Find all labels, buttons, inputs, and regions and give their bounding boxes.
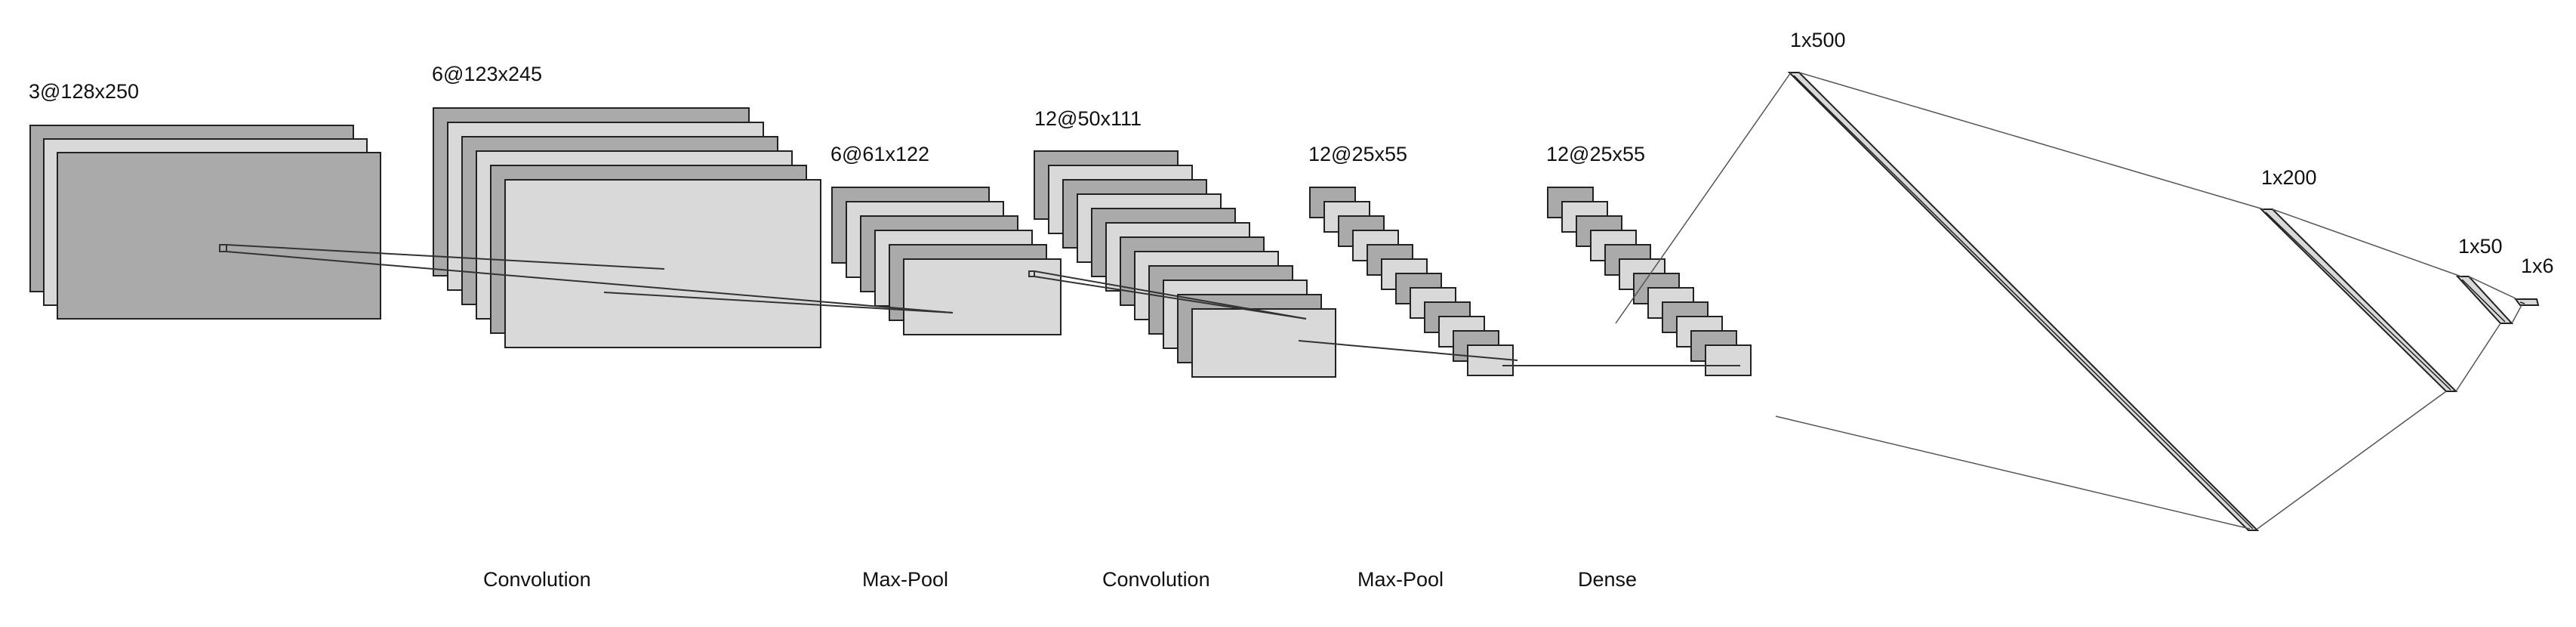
fc-connection-4 xyxy=(2257,391,2447,530)
layer-label-conv2: 12@50x111 xyxy=(1034,107,1142,130)
layer-label-input: 3@128x250 xyxy=(29,80,140,103)
fc-connection-3 xyxy=(1798,72,2264,210)
connector-conv2-a xyxy=(1034,270,1307,320)
pool2-feature-map-12 xyxy=(1467,344,1514,376)
fc6-layer-edge xyxy=(2519,301,2525,304)
connector-input-conv1-a xyxy=(226,244,665,270)
connector-pool2-a xyxy=(1298,340,1518,361)
connector-input-conv1-b xyxy=(226,251,954,314)
fc-connection-2 xyxy=(1775,415,2251,530)
layer-label-pool1: 6@61x122 xyxy=(830,143,930,165)
input-patch-rect xyxy=(219,244,227,252)
connector-conv1-pool1 xyxy=(603,292,954,314)
dense_maps-feature-map-12 xyxy=(1705,344,1752,376)
operation-label-convolution-2: Convolution xyxy=(1102,568,1210,591)
input-feature-map-3 xyxy=(57,152,381,320)
fc50-layer-edge xyxy=(2461,279,2506,323)
conv1-feature-map-6 xyxy=(504,179,821,348)
connector-conv2-b xyxy=(1034,276,1307,320)
fc500-layer-edge xyxy=(1793,75,2254,530)
conv2-feature-map-12 xyxy=(1191,308,1336,378)
layer-label-fc200: 1x200 xyxy=(2261,166,2317,189)
operation-label-max-pool-1: Max-Pool xyxy=(862,568,949,591)
fc200-layer-edge xyxy=(2265,212,2451,391)
layer-label-conv1: 6@123x245 xyxy=(432,63,543,85)
fc-connection-1 xyxy=(1615,72,1792,324)
operation-label-dense: Dense xyxy=(1578,568,1638,591)
layer-label-fc6: 1x6 xyxy=(2521,255,2554,277)
fc-connection-8 xyxy=(2511,304,2522,324)
conv2-patch-rect xyxy=(1028,270,1035,277)
layer-label-fc50: 1x50 xyxy=(2458,235,2503,258)
fc-connection-6 xyxy=(2455,323,2501,392)
layer-label-fc500: 1x500 xyxy=(1790,29,1846,51)
fc-connection-7 xyxy=(2468,276,2518,300)
operation-label-max-pool-2: Max-Pool xyxy=(1357,568,1444,591)
layer-label-dense-maps: 12@25x55 xyxy=(1546,143,1646,165)
fc-connection-5 xyxy=(2272,208,2462,277)
layer-label-pool2: 12@25x55 xyxy=(1308,143,1408,165)
pool1-feature-map-6 xyxy=(903,258,1062,335)
fc6-layer xyxy=(2514,298,2540,306)
operation-label-convolution-1: Convolution xyxy=(483,568,591,591)
